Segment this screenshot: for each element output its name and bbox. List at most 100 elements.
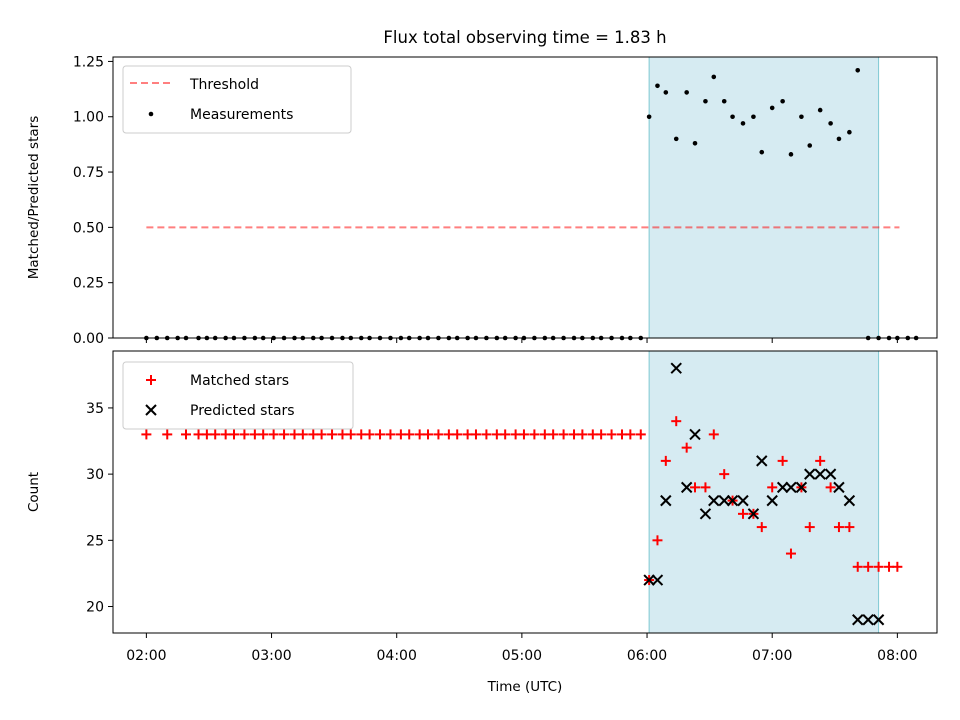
y-tick-label: 0.75 [73,165,104,181]
predicted-star-point [872,614,885,626]
matched-star-point [345,429,356,440]
y-tick-label: 0.50 [73,220,104,236]
predicted-star-point [680,481,693,494]
matched-star-point [327,429,338,440]
cross-bar [795,481,808,494]
matched-star-point [279,429,290,440]
y-tick-label: 1.25 [73,54,104,70]
y-tick-label: 25 [86,533,104,549]
matched-star-point [529,429,540,440]
matched-star-point [708,429,719,440]
matched-star-point [452,429,463,440]
measurement-point [828,121,833,126]
cross-bar [862,614,874,626]
predicted-star-point [785,481,797,494]
x-tick-label: 03:00 [251,648,291,664]
matched-star-point [690,482,701,493]
y-tick-label: 20 [86,600,104,616]
bottom-axes-frame [112,350,938,634]
predicted-star-point [718,494,730,507]
top-legend-box [122,65,352,134]
matched-star-point [777,455,788,466]
cross-bar [824,468,837,480]
x-tick-label: 08:00 [877,648,917,664]
matched-star-point [700,482,711,493]
matched-star-point [625,429,636,440]
y-tick-label: 30 [86,467,104,483]
y-tick-label: 1.00 [73,110,104,126]
cross-bar [785,481,797,494]
matched-star-point [297,429,308,440]
legend-measurements-swatch [148,111,154,117]
measurement-point [684,90,689,95]
cross-bar [833,481,845,494]
legend-predicted-swatch [145,404,157,416]
cross-bar [843,494,856,507]
matched-star-point [804,522,815,533]
y-tick-label: 0.25 [73,276,104,292]
legend-matched-swatch [146,375,156,385]
cross-bar [804,468,816,480]
matched-star-point [481,429,492,440]
matched-star-point [518,429,529,440]
top-panel: 0.00 0.25 0.50 0.75 1.00 1.25 Flux total obse… [26,28,938,347]
matched-star-point [671,416,682,427]
matched-star-point [308,429,319,440]
measurement-point [721,98,727,104]
cross-bar [766,494,778,507]
matched-star-point [210,429,221,440]
cross-bar [145,404,157,416]
matched-star-point [470,429,481,440]
x-axis-label: Time (UTC) [487,679,563,695]
cross-bar [670,362,682,374]
matched-star-point [162,429,173,440]
x-tick-label: 06:00 [627,648,667,664]
matched-star-point [433,429,444,440]
matched-star-point [220,429,231,440]
matched-star-point [785,548,796,559]
measurement-point [807,143,813,148]
predicted-star-point [726,494,739,507]
matched-star-point [873,561,884,572]
measurement-point [769,105,775,111]
matched-star-point [863,561,874,572]
predicted-star-point [689,428,701,441]
measurement-point [692,140,698,146]
cross-bar [680,481,693,494]
cross-bar [689,428,701,441]
predicted-star-point [651,574,664,586]
predicted-star-point [766,494,778,507]
measurement-point [673,136,679,142]
matched-star-point [375,429,386,440]
measurement-point [817,107,823,113]
matched-star-point [558,429,569,440]
cross-bar [718,494,730,507]
matched-star-point [606,429,617,440]
cross-bar [756,455,768,467]
matched-star-point [337,429,348,440]
matched-star-point [737,508,748,519]
predicted-star-point [814,468,826,480]
matched-star-point [884,561,895,572]
observing-span [648,56,880,339]
matched-star-point [587,429,598,440]
predicted-star-point [862,614,874,626]
bottom-data-marks [141,362,903,626]
matched-star-point [193,429,204,440]
y-tick-label: 35 [86,401,104,417]
legend-cross-mark [145,404,157,416]
matched-star-point [385,429,396,440]
cross-bar [643,574,655,586]
cross-bar [852,614,864,626]
top-axes-frame [112,56,938,339]
x-tick-label: 04:00 [377,648,417,664]
top-observing-span [648,56,880,339]
matched-star-point [825,482,836,493]
measurement-point [663,90,669,95]
bottom-legend: Matched stars Predicted stars [122,361,354,430]
cross-bar [814,468,826,480]
matched-star-point [181,429,192,440]
matched-star-point [500,429,511,440]
matched-star-point [815,455,826,466]
measurement-point [751,114,756,120]
